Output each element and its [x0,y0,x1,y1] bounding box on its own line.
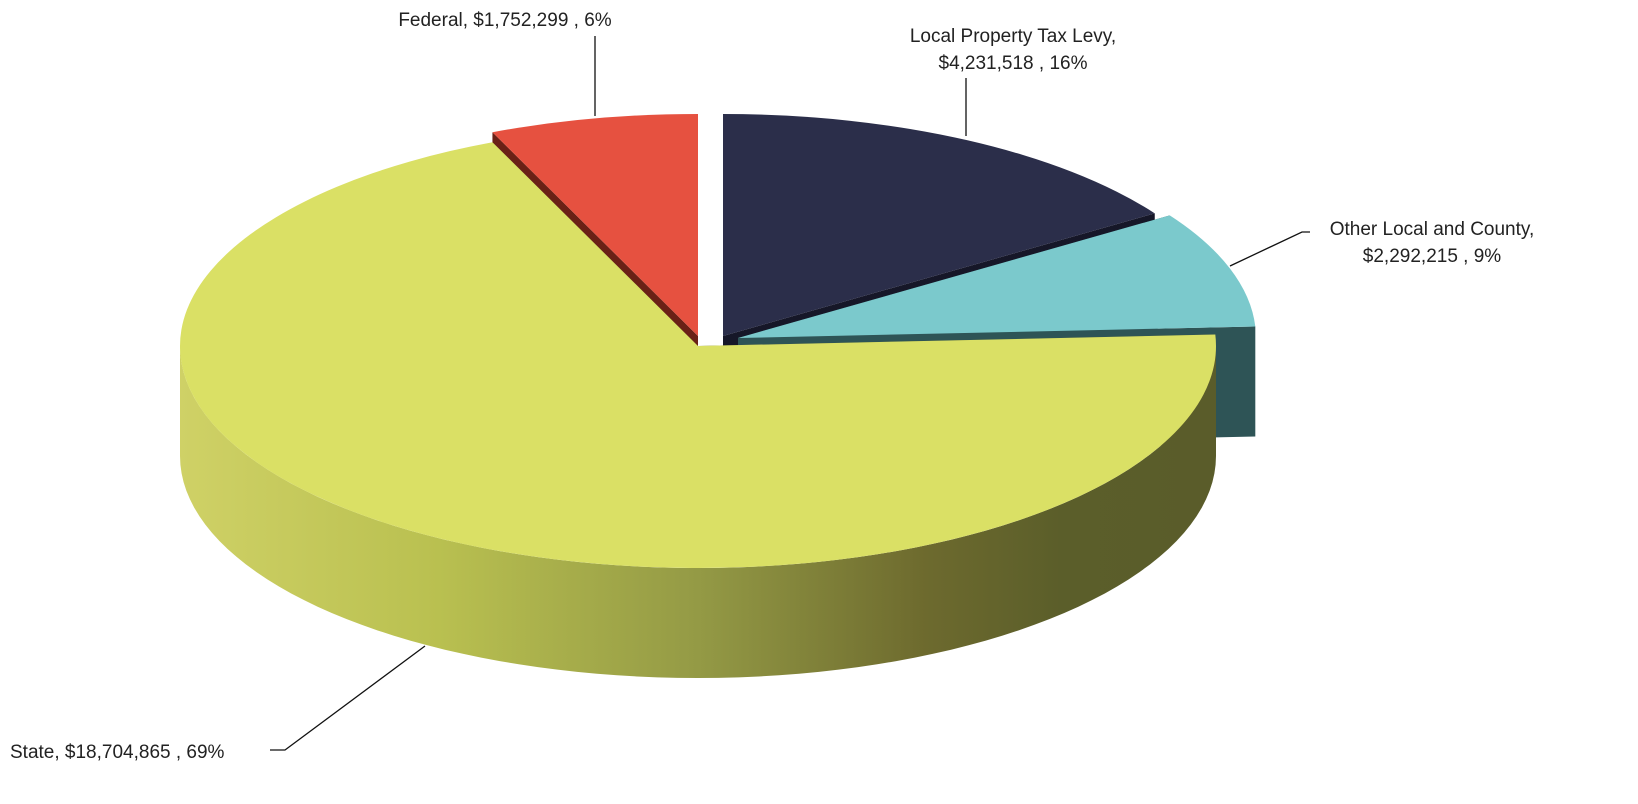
slice-side-state [180,346,1216,678]
pie-slice-local-property-tax-levy [723,114,1155,336]
data-label-local-property-tax-levy-0: Local Property Tax Levy, [910,26,1116,47]
leader-line-other-local-and-county [1229,231,1310,267]
data-label-state-0: State, $18,704,865 , 69% [10,742,225,763]
pie-slice-state [179,142,1216,568]
data-label-local-property-tax-levy-1: $4,231,518 , 16% [939,53,1088,74]
data-label-other-local-and-county-1: $2,292,215 , 9% [1363,246,1501,267]
slice-tops-layer [179,114,1256,568]
pie-slice-other-local-and-county [738,215,1256,338]
data-label-federal-0: Federal, $1,752,299 , 6% [398,10,611,31]
leader-line-state [270,645,426,751]
pie-slice-federal [492,114,698,336]
data-label-other-local-and-county-0: Other Local and County, [1330,219,1535,240]
leader-lines-layer [270,36,1310,751]
data-labels-layer: Local Property Tax Levy, $4,231,518 , 16%… [10,10,1534,763]
